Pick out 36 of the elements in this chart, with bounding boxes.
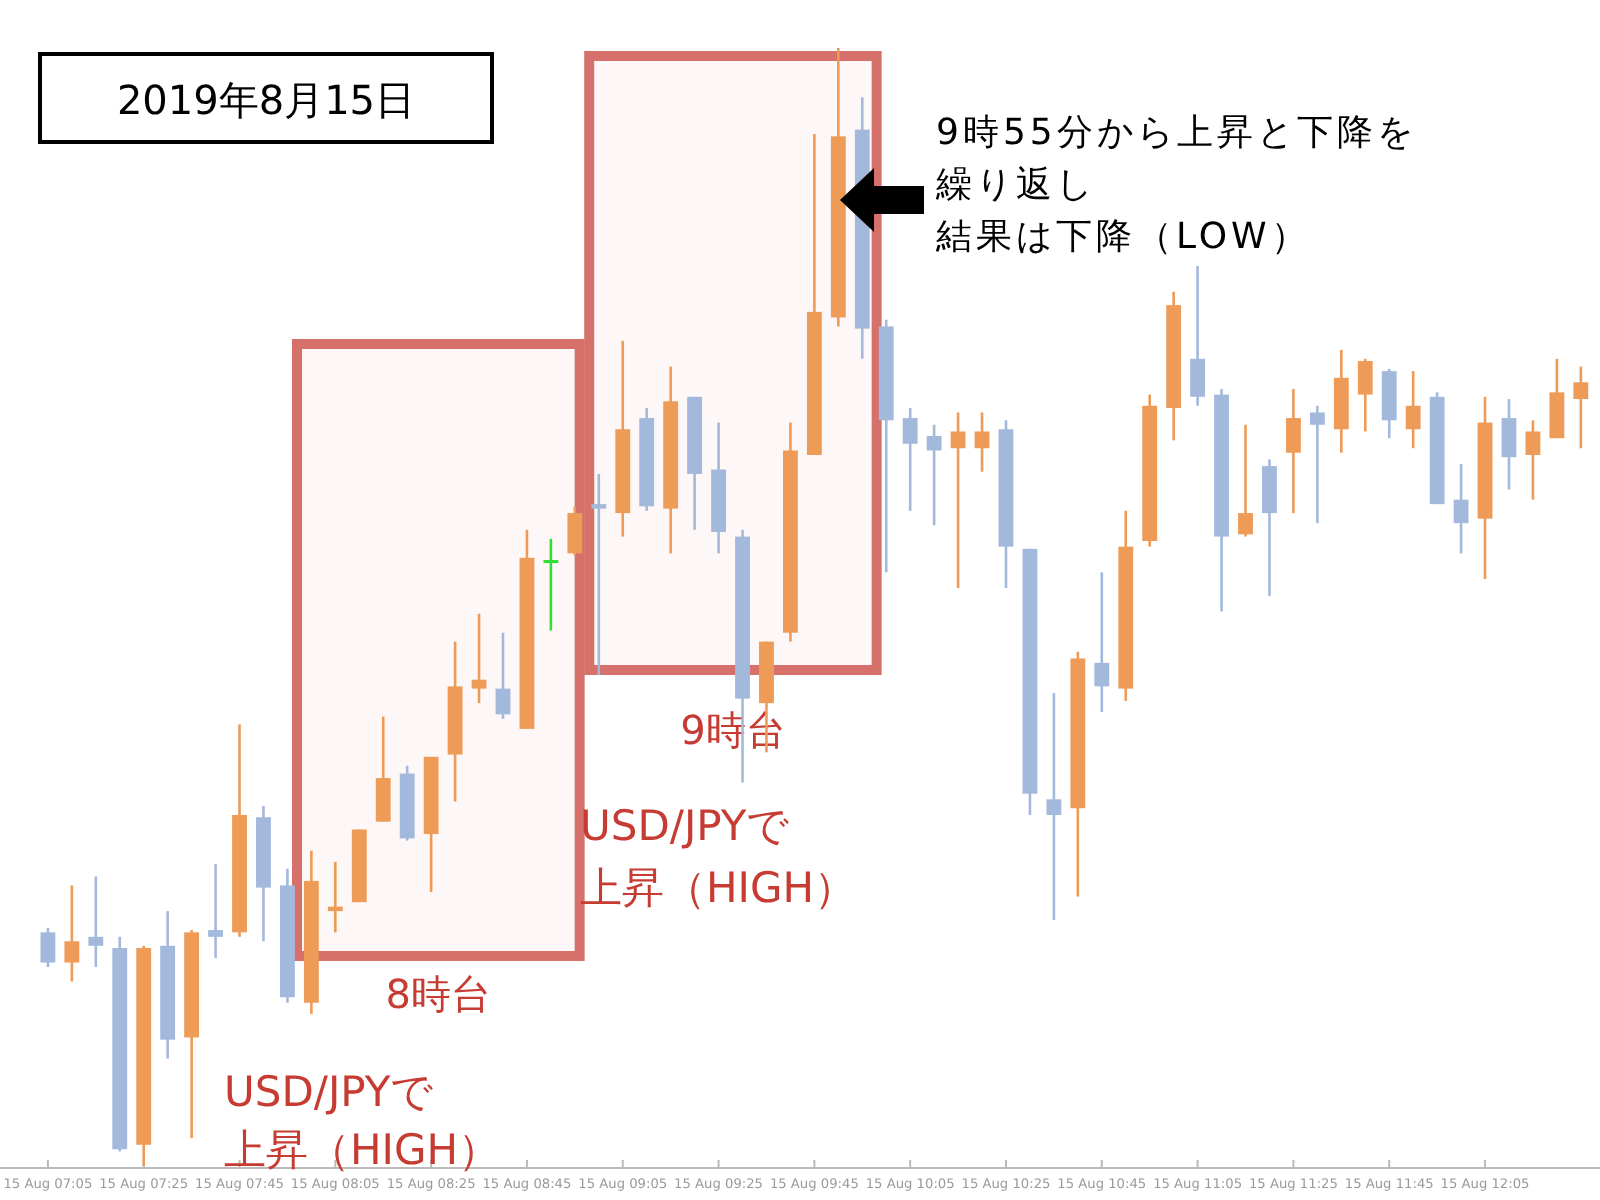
candlestick bbox=[1262, 458, 1277, 598]
candlestick bbox=[1238, 423, 1253, 538]
candlestick bbox=[1309, 404, 1325, 525]
candlestick bbox=[1525, 418, 1541, 501]
candlestick bbox=[208, 862, 223, 960]
candlestick bbox=[88, 875, 104, 969]
annotation: 繰り返し bbox=[934, 164, 1096, 206]
candlestick bbox=[1357, 357, 1373, 433]
annotation: 結果は下降（LOW） bbox=[934, 216, 1311, 258]
candlestick bbox=[1094, 571, 1110, 714]
candlestick bbox=[591, 472, 607, 677]
candlestick bbox=[495, 631, 511, 721]
candlestick bbox=[1285, 387, 1301, 515]
candlestick bbox=[567, 505, 583, 557]
candlestick bbox=[40, 926, 56, 969]
candlestick bbox=[1573, 365, 1589, 450]
candlestick bbox=[974, 411, 990, 474]
candlestick bbox=[375, 715, 391, 823]
annotation: 9時55分から上昇と下降を bbox=[936, 112, 1417, 154]
candlestick bbox=[1190, 264, 1206, 408]
text: 2019年8月15日 bbox=[116, 76, 416, 124]
candlestick bbox=[950, 411, 966, 590]
band-label: 8時台 bbox=[385, 970, 492, 1018]
candlestick bbox=[543, 537, 559, 632]
candlestick bbox=[471, 612, 487, 705]
candlestick bbox=[1501, 397, 1517, 491]
candlestick bbox=[926, 423, 942, 527]
candlestick bbox=[1405, 369, 1421, 450]
candlestick bbox=[1549, 357, 1565, 440]
candlestick bbox=[64, 884, 80, 983]
annotation: 上昇（HIGH） bbox=[224, 1126, 501, 1174]
candlestick bbox=[902, 406, 918, 513]
candlestick bbox=[1046, 691, 1062, 922]
candlestick bbox=[1453, 462, 1469, 555]
candlestick bbox=[327, 860, 343, 934]
annotation: USD/JPYで bbox=[224, 1068, 435, 1116]
